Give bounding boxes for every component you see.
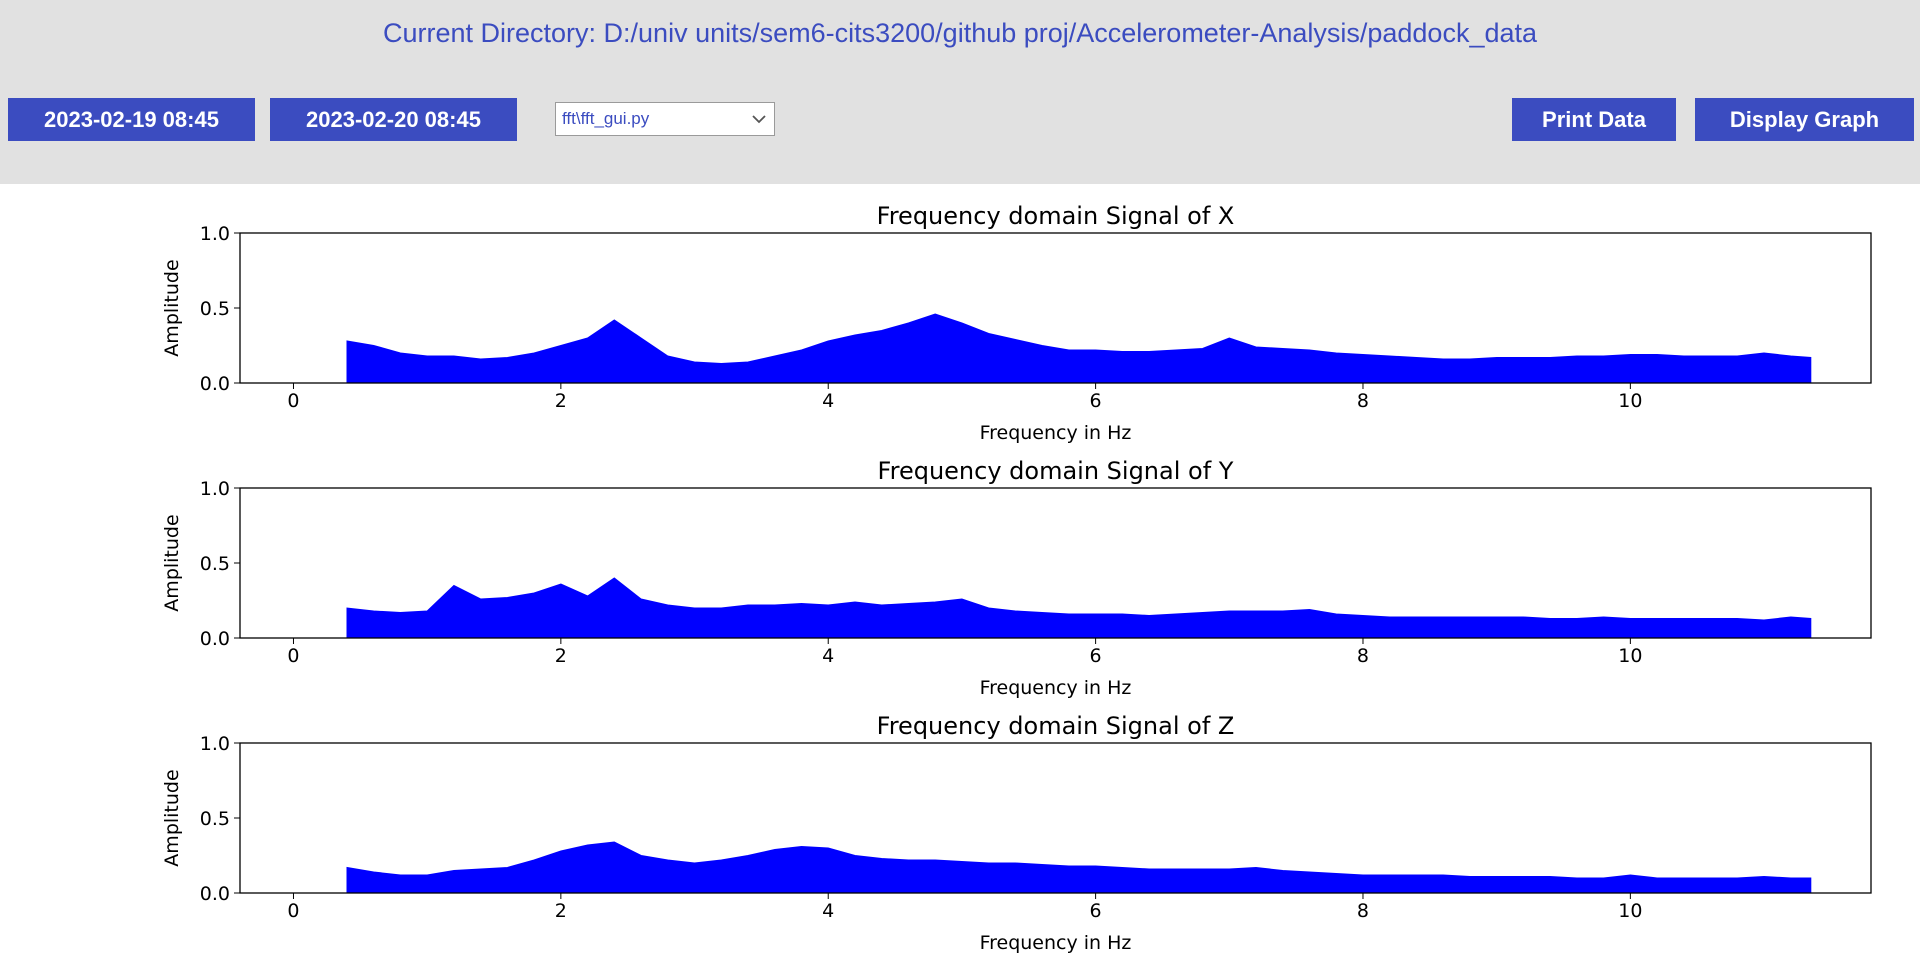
chart-title: Frequency domain Signal of Z	[877, 712, 1235, 740]
chevron-down-icon	[750, 107, 768, 136]
print-data-button[interactable]: Print Data	[1512, 98, 1676, 141]
toolbar: Current Directory: D:/univ units/sem6-ci…	[0, 0, 1920, 184]
plots-area: 0 2 4 6 8 10 0.0 0.5 1.0 Frequency domain Signal …	[0, 184, 1920, 963]
y-tick-label: 0.5	[200, 808, 230, 830]
x-tick-label: 10	[1618, 390, 1642, 412]
x-tick-label: 6	[1090, 645, 1102, 667]
x-tick-label: 8	[1357, 645, 1369, 667]
start-date-button[interactable]: 2023-02-19 08:45	[8, 98, 255, 141]
x-tick-label: 2	[555, 900, 567, 922]
x-axis-label: Frequency in Hz	[980, 932, 1132, 954]
x-tick-label: 8	[1357, 390, 1369, 412]
x-tick-label: 4	[822, 645, 834, 667]
y-axis-label: Amplitude	[161, 769, 183, 866]
current-directory-label: Current Directory: D:/univ units/sem6-ci…	[382, 18, 1538, 48]
x-tick-label: 8	[1357, 900, 1369, 922]
x-tick-label: 4	[822, 900, 834, 922]
x-tick-label: 0	[287, 645, 299, 667]
x-tick-label: 6	[1090, 390, 1102, 412]
script-select-value: fft\fft_gui.py	[562, 109, 650, 128]
x-axis-label: Frequency in Hz	[980, 677, 1132, 699]
subplot-1: 0 2 4 6 8 10 0.0 0.5 1.0 Frequency domain Signal …	[161, 457, 1872, 699]
y-tick-label: 1.0	[200, 478, 230, 500]
chart-title: Frequency domain Signal of Y	[878, 457, 1234, 485]
fft-figure: 0 2 4 6 8 10 0.0 0.5 1.0 Frequency domain Signal …	[161, 202, 1872, 954]
x-tick-label: 10	[1618, 645, 1642, 667]
y-tick-label: 0.5	[200, 553, 230, 575]
end-date-button[interactable]: 2023-02-20 08:45	[270, 98, 517, 141]
display-graph-button[interactable]: Display Graph	[1695, 98, 1914, 141]
x-axis-label: Frequency in Hz	[980, 422, 1132, 444]
series-area	[346, 577, 1812, 639]
series-area	[346, 313, 1812, 384]
series-area	[346, 841, 1812, 894]
y-tick-label: 0.0	[200, 628, 230, 650]
chart-title: Frequency domain Signal of X	[877, 202, 1235, 230]
y-tick-label: 1.0	[200, 223, 230, 245]
x-tick-label: 0	[287, 390, 299, 412]
y-tick-label: 0.5	[200, 298, 230, 320]
x-tick-label: 2	[555, 390, 567, 412]
subplot-0: 0 2 4 6 8 10 0.0 0.5 1.0 Frequency domain Signal …	[161, 202, 1872, 444]
y-axis-label: Amplitude	[161, 514, 183, 611]
script-select[interactable]: fft\fft_gui.py	[555, 102, 775, 136]
x-tick-label: 4	[822, 390, 834, 412]
x-tick-label: 0	[287, 900, 299, 922]
y-axis-label: Amplitude	[161, 259, 183, 356]
x-tick-label: 2	[555, 645, 567, 667]
y-tick-label: 0.0	[200, 883, 230, 905]
subplot-2: 0 2 4 6 8 10 0.0 0.5 1.0 Frequency domain Signal …	[161, 712, 1872, 954]
y-tick-label: 0.0	[200, 373, 230, 395]
x-tick-label: 10	[1618, 900, 1642, 922]
y-tick-label: 1.0	[200, 733, 230, 755]
x-tick-label: 6	[1090, 900, 1102, 922]
